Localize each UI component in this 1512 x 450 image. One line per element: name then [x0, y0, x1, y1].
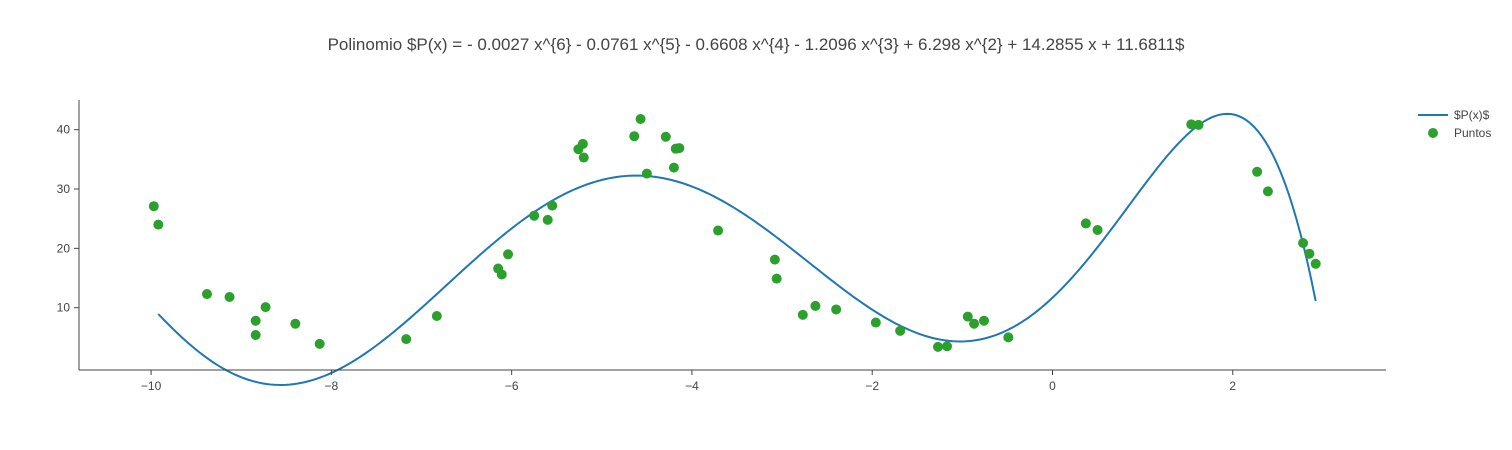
data-point[interactable]	[797, 309, 808, 320]
data-point[interactable]	[1092, 224, 1103, 235]
data-point[interactable]	[503, 249, 514, 260]
data-point[interactable]	[1262, 186, 1273, 197]
data-point[interactable]	[769, 254, 780, 265]
data-point[interactable]	[962, 311, 973, 322]
data-point[interactable]	[224, 292, 235, 303]
plot-area[interactable]	[148, 112, 1321, 386]
data-point[interactable]	[401, 334, 412, 345]
legend[interactable]: $P(x)$ Puntos	[1418, 108, 1491, 140]
x-axis-ticks: −10 −8 −6 −4 −2 0 2	[141, 370, 1236, 393]
data-point[interactable]	[201, 289, 212, 300]
y-tick-label: 20	[57, 241, 71, 255]
data-point[interactable]	[250, 315, 261, 326]
data-point[interactable]	[1304, 248, 1315, 259]
data-point[interactable]	[1310, 258, 1321, 269]
data-point[interactable]	[969, 318, 980, 329]
data-point[interactable]	[668, 162, 679, 173]
x-tick-label: −8	[325, 379, 339, 393]
data-point[interactable]	[496, 269, 507, 280]
data-point[interactable]	[314, 338, 325, 349]
data-point[interactable]	[542, 214, 553, 225]
data-point[interactable]	[1080, 218, 1091, 229]
x-tick-label: 2	[1229, 379, 1236, 393]
data-point[interactable]	[250, 329, 261, 340]
data-point[interactable]	[1186, 119, 1197, 130]
x-tick-label: −6	[505, 379, 519, 393]
data-point[interactable]	[870, 317, 881, 328]
data-point[interactable]	[1298, 238, 1309, 249]
chart-title: Polinomio $P(x) = - 0.0027 x^{6} - 0.076…	[328, 35, 1185, 54]
data-point[interactable]	[641, 168, 652, 179]
legend-label-polynomial: $P(x)$	[1454, 108, 1490, 122]
data-point[interactable]	[148, 201, 159, 212]
data-point[interactable]	[629, 131, 640, 142]
legend-label-points: Puntos	[1454, 126, 1491, 140]
data-point[interactable]	[810, 300, 821, 311]
x-tick-label: −4	[685, 379, 699, 393]
data-point[interactable]	[290, 318, 301, 329]
data-point[interactable]	[1193, 119, 1204, 130]
legend-marker-swatch	[1428, 128, 1438, 138]
data-point[interactable]	[635, 113, 646, 124]
data-point[interactable]	[547, 200, 558, 211]
data-point[interactable]	[713, 225, 724, 236]
x-tick-label: −2	[865, 379, 879, 393]
data-point[interactable]	[578, 152, 589, 163]
data-point[interactable]	[529, 210, 540, 221]
y-tick-label: 30	[57, 182, 71, 196]
data-point[interactable]	[771, 273, 782, 284]
data-point[interactable]	[933, 341, 944, 352]
y-tick-label: 10	[57, 301, 71, 315]
data-point[interactable]	[831, 304, 842, 315]
data-point[interactable]	[942, 341, 953, 352]
polynomial-line	[157, 112, 1317, 386]
data-point[interactable]	[895, 325, 906, 336]
data-point[interactable]	[577, 138, 588, 149]
data-point[interactable]	[978, 315, 989, 326]
data-point[interactable]	[431, 311, 442, 321]
data-point[interactable]	[260, 302, 271, 313]
x-tick-label: 0	[1049, 379, 1056, 393]
data-point[interactable]	[153, 219, 164, 230]
data-point[interactable]	[660, 131, 671, 142]
data-point[interactable]	[1003, 332, 1014, 343]
data-point[interactable]	[1252, 166, 1263, 177]
y-tick-label: 40	[57, 123, 71, 137]
x-tick-label: −10	[141, 379, 162, 393]
y-axis-ticks: 10 20 30 40	[57, 123, 79, 315]
data-point[interactable]	[674, 143, 685, 154]
